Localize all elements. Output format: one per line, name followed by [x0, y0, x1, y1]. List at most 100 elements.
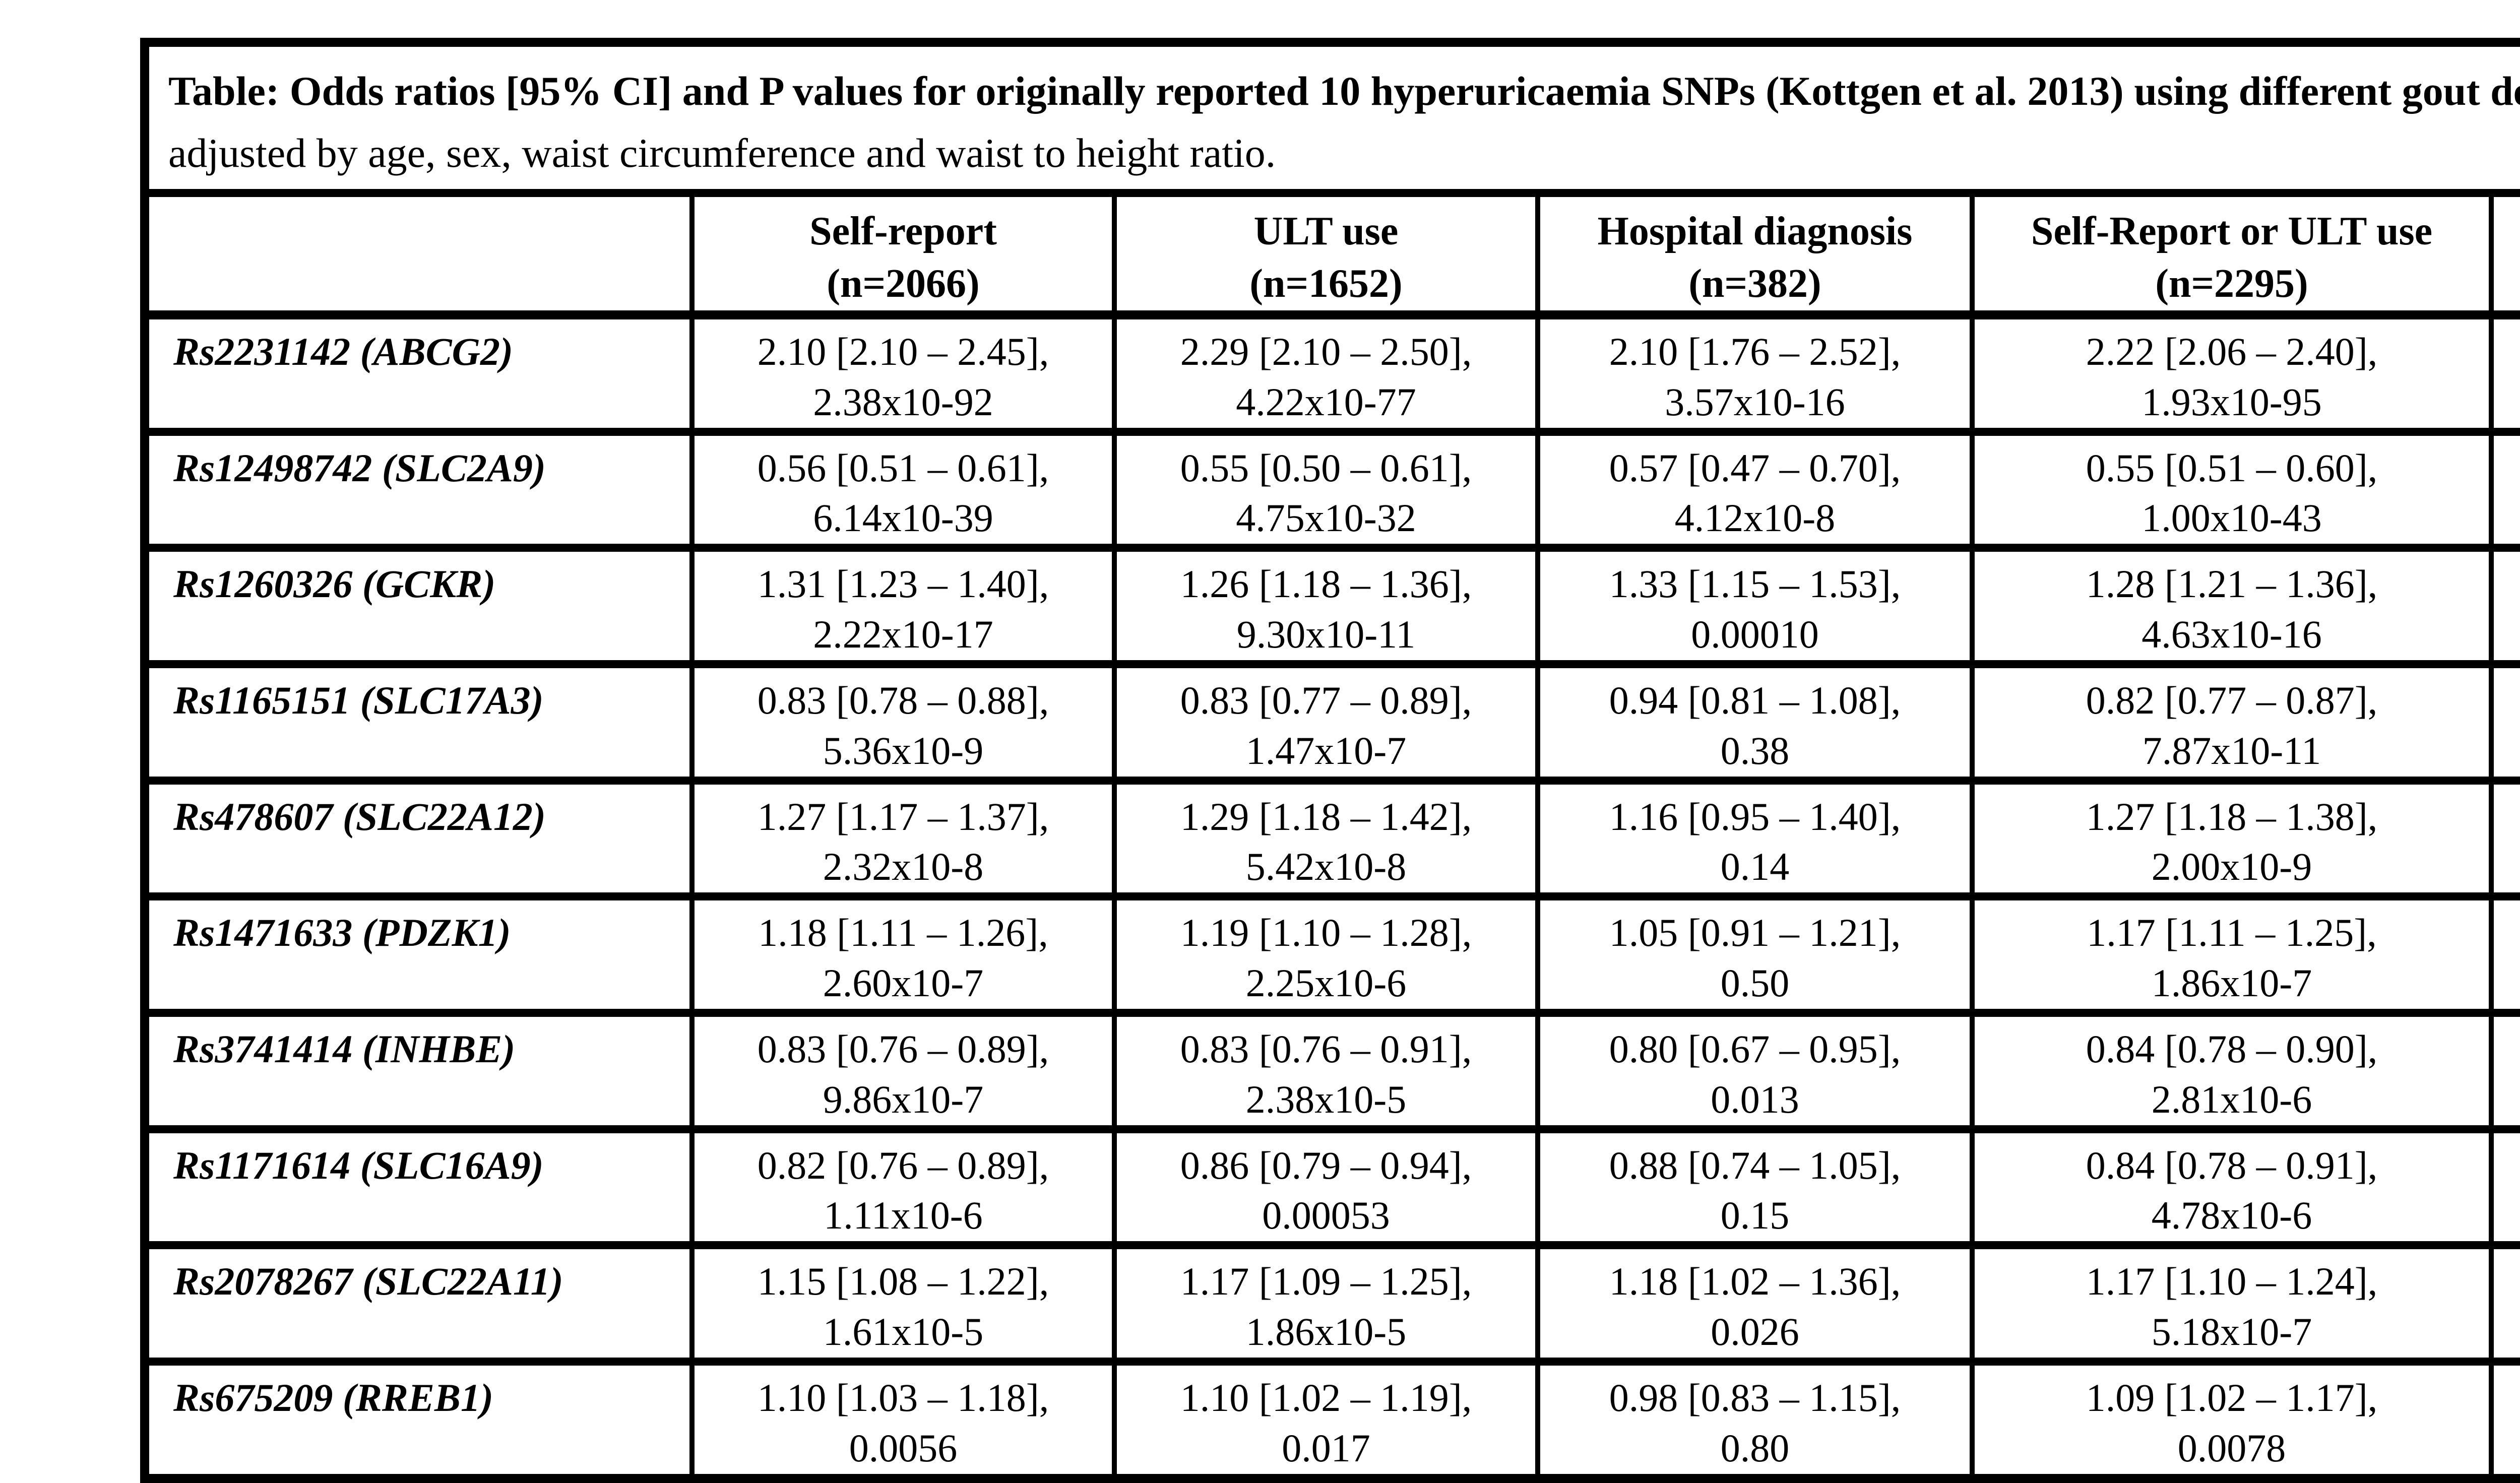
or-p-cell: 2.10 [2.10 – 2.45], 2.38x10-92 [689, 311, 1117, 436]
or-ci-value: 0.80 [0.67 – 0.95], [1609, 1026, 1901, 1071]
or-ci-value: 1.17 [1.09 – 1.25], [1180, 1259, 1472, 1304]
or-p-cell: 1.10 [1.02 – 1.19], 0.017 [1112, 1357, 1540, 1482]
p-value: 9.86x10-7 [823, 1077, 984, 1121]
p-value: 2.38x10-5 [1245, 1077, 1407, 1121]
p-value: 5.36x10-9 [823, 728, 984, 772]
p-value: 4.12x10-8 [1674, 496, 1836, 540]
or-ci-value: 2.18 [2.00 – 2.37], [2496, 327, 2520, 377]
p-value: 0.0012 [2496, 1190, 2520, 1237]
or-ci-value: 0.56 [0.51 – 0.61], [757, 445, 1049, 490]
or-p-cell: 0.83 [0.76 – 0.89], 9.86x10-7 [689, 1008, 1117, 1133]
or-ci-value: 0.87 [0.81 – 0.95], [2496, 1140, 2520, 1191]
or-p-cell: 1.27 [1.18 – 1.38], 2.00x10-9 [1970, 776, 2494, 901]
or-ci-value: 1.26 [1.15 – 1.37], [2496, 792, 2520, 842]
or-ci-value: 1.18 [1.11 – 1.26], [758, 911, 1048, 955]
snp-row-header: Rs1171614 (SLC16A9) [142, 1125, 695, 1250]
or-ci-value: 2.10 [1.76 – 2.52], [1609, 330, 1901, 373]
or-p-cell: 1.17 [1.11 – 1.25], 1.86x10-7 [1970, 892, 2494, 1017]
column-header-n: (n=1652) [1249, 262, 1403, 306]
p-value: 1.47x10-7 [1245, 728, 1407, 772]
p-value: 2.81x10-6 [2151, 1077, 2312, 1121]
or-p-cell: 0.55 [0.50 – 0.61], 4.75x10-32 [1112, 427, 1540, 552]
p-value: 7.87x10-11 [2142, 728, 2321, 772]
snp-row-header: Rs675209 (RREB1) [142, 1357, 695, 1482]
or-ci-value: 1.28 [1.21 – 1.36], [2086, 562, 2378, 606]
column-header-ult-use: ULT use (n=1652) [1112, 189, 1540, 319]
p-value: 4.78x10-6 [2151, 1193, 2312, 1238]
or-p-cell: 1.18 [1.02 – 1.36], 0.026 [1535, 1241, 1975, 1366]
p-value: 0.026 [1711, 1310, 1799, 1354]
or-ci-value: 0.55 [0.51 – 0.60], [2086, 445, 2378, 490]
or-p-cell: 0.57 [0.47 – 0.70], 4.12x10-8 [1535, 427, 1975, 552]
p-value: 2.22x10-17 [813, 612, 993, 657]
table-caption: Table: Odds ratios [95% CI] and P values… [142, 38, 2520, 197]
or-ci-value: 1.19 [1.10 – 1.28], [1180, 911, 1472, 955]
or-ci-value: 0.83 [0.78 – 0.88], [757, 678, 1049, 722]
p-value: 1.86x10-7 [2151, 961, 2312, 1005]
or-ci-value: 1.33 [1.15 – 1.53], [1609, 562, 1901, 606]
p-value: 0.0078 [2177, 1426, 2286, 1470]
p-value: 6.47x10-12 [2496, 609, 2520, 656]
p-value: 0.38 [1720, 728, 1790, 772]
or-ci-value: 2.22 [2.06 – 2.40], [2086, 330, 2378, 373]
or-p-cell: 1.17 [1.09 – 1.25], 1.86x10-5 [1112, 1241, 1540, 1366]
or-p-cell: 1.26 [1.15 – 1.37],2.18x10-7 [2488, 776, 2520, 901]
or-ci-value: 1.26 [1.18 – 1.35], [2496, 559, 2520, 609]
or-p-cell: 1.16 [1.08 – 1.23],1.97x10-5 [2488, 1241, 2520, 1366]
or-ci-value: 1.10 [1.02 – 1.19], [1180, 1375, 1472, 1420]
table-row: Rs2231142 (ABCG2) 2.10 [2.10 – 2.45], 2.3… [142, 311, 2520, 436]
p-value: 4.22x10-77 [1236, 379, 1416, 424]
or-ci-value: 1.18 [1.02 – 1.36], [1609, 1259, 1901, 1304]
or-ci-value: 0.83 [0.76 – 0.89], [757, 1026, 1049, 1071]
or-ci-value: 0.94 [0.81 – 1.08], [1609, 678, 1901, 722]
or-ci-value: 1.27 [1.17 – 1.37], [757, 794, 1049, 839]
column-header-label: Winnard [2496, 205, 2520, 257]
or-ci-value: 1.29 [1.18 – 1.42], [1180, 794, 1472, 839]
or-p-cell: 0.84 [0.78 – 0.90], 2.81x10-6 [1970, 1008, 2494, 1133]
or-ci-value: 0.55 [0.50 – 0.61], [1180, 445, 1472, 490]
document-page: Table: Odds ratios [95% CI] and P values… [140, 38, 2520, 1483]
p-value: 3.96x10-5 [2496, 1074, 2520, 1121]
table-row: Rs2078267 (SLC22A11) 1.15 [1.08 – 1.22],… [142, 1241, 2520, 1366]
p-value: 1.11x10-6 [824, 1193, 983, 1238]
or-p-cell: 0.83 [0.76 – 0.91], 2.38x10-5 [1112, 1008, 1540, 1133]
or-p-cell: 1.29 [1.18 – 1.42], 5.42x10-8 [1112, 776, 1540, 901]
p-value: 2.25x10-6 [1245, 961, 1407, 1005]
or-ci-value: 0.83 [0.77 – 0.89], [1180, 678, 1472, 722]
or-p-cell: 1.28 [1.21 – 1.36], 4.63x10-16 [1970, 544, 2494, 668]
or-ci-value: 1.09 [1.02 – 1.17], [2086, 1375, 2378, 1420]
column-header-n: (n=382) [1688, 262, 1821, 306]
column-header-n: (n=1861) [2496, 257, 2520, 306]
or-p-cell: 0.94 [0.81 – 1.08], 0.38 [1535, 660, 1975, 785]
or-p-cell: 0.98 [0.83 – 1.15], 0.80 [1535, 1357, 1975, 1482]
snp-row-header: Rs2078267 (SLC22A11) [142, 1241, 695, 1366]
p-value: 3.57x10-16 [1665, 379, 1845, 424]
or-p-cell: 1.26 [1.18 – 1.35],6.47x10-12 [2488, 544, 2520, 668]
or-ci-value: 0.82 [0.77 – 0.87], [2086, 678, 2378, 722]
or-ci-value: 0.82 [0.76 – 0.89], [757, 1143, 1049, 1187]
or-ci-value: 1.05 [0.91 – 1.21], [1609, 911, 1901, 955]
p-value: 2.60x10-7 [823, 961, 984, 1005]
p-value: 4.75x10-32 [1236, 496, 1416, 540]
or-ci-value: 0.844 [0.78 – 0.92], [2496, 1024, 2520, 1074]
or-p-cell: 1.16 [0.95 – 1.40], 0.14 [1535, 776, 1975, 901]
or-ci-value: 1.27 [1.18 – 1.38], [2086, 794, 2378, 839]
or-ci-value: 1.16 [0.95 – 1.40], [1609, 794, 1901, 839]
or-ci-value: 0.83 [0.77 – 0.89], [2496, 675, 2520, 726]
table-row: Rs3741414 (INHBE) 0.83 [0.76 – 0.89], 9.8… [142, 1008, 2520, 1133]
or-p-cell: 0.80 [0.67 – 0.95], 0.013 [1535, 1008, 1975, 1133]
or-ci-value: 1.09 [1.01 – 1.17], [2496, 1373, 2520, 1423]
table-row: Rs12498742 (SLC2A9) 0.56 [0.51 – 0.61], 6… [142, 427, 2520, 552]
column-header-winnard: Winnard(n=1861) [2488, 189, 2520, 319]
or-p-cell: 0.82 [0.76 – 0.89], 1.11x10-6 [689, 1125, 1117, 1250]
p-value: 2.38x10-92 [813, 379, 993, 424]
table-caption-bold-text: Table: Odds ratios [95% CI] and P values… [168, 68, 2520, 114]
column-header-label: Hospital diagnosis [1597, 209, 1913, 253]
or-p-cell: 0.88 [0.74 – 1.05], 0.15 [1535, 1125, 1975, 1250]
table-caption-note-text: Data are adjusted by age, sex, waist cir… [168, 130, 1276, 176]
p-value: 5.18x10-7 [2151, 1310, 2312, 1354]
or-p-cell: 0.844 [0.78 – 0.92],3.96x10-5 [2488, 1008, 2520, 1133]
or-p-cell: 0.83 [0.78 – 0.88], 5.36x10-9 [689, 660, 1117, 785]
p-value: 0.017 [1282, 1426, 1370, 1470]
p-value: 0.15 [1720, 1193, 1790, 1238]
